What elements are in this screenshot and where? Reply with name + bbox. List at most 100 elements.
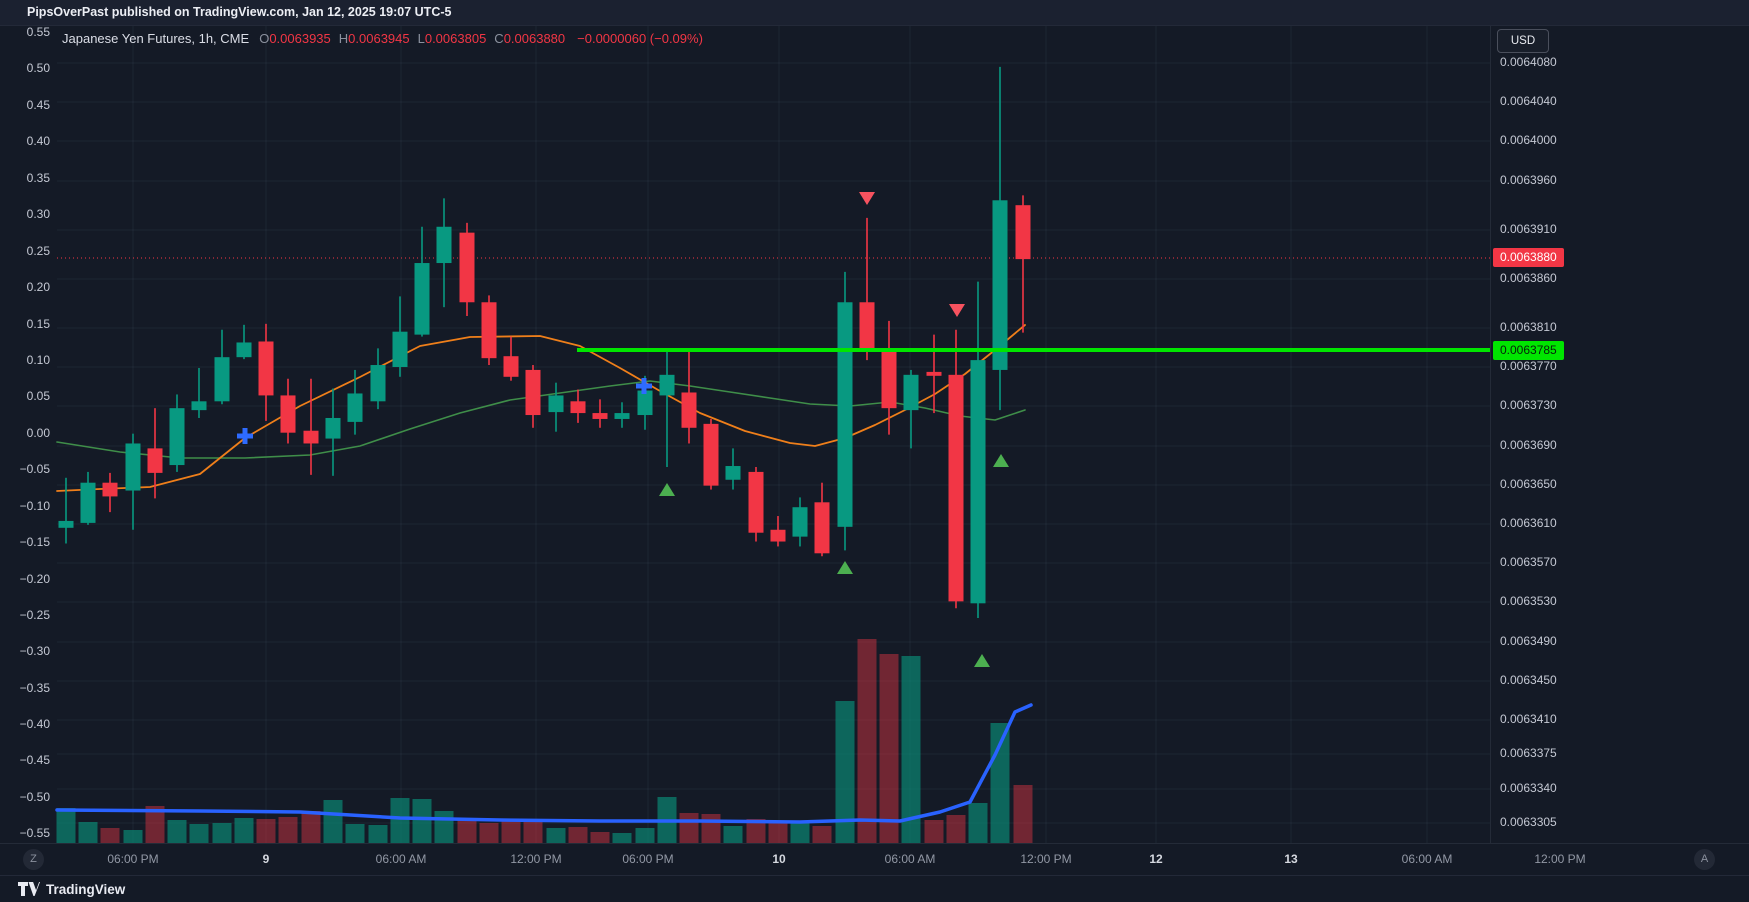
candle-body [792, 507, 808, 537]
price-axis[interactable]: USD 0.0064080 0.0064040 0.0064000 0.0063960… [1490, 0, 1749, 875]
currency-button[interactable]: USD [1497, 29, 1549, 53]
price-chart-canvas[interactable] [0, 0, 1490, 875]
close-label: C [494, 31, 504, 46]
price-axis-tick: 0.0063410 [1500, 712, 1557, 726]
tradingview-logo[interactable]: TradingView [18, 881, 125, 897]
volume-bar [768, 822, 788, 843]
candle-body [80, 482, 96, 523]
candle-body [659, 374, 675, 396]
candle-body [481, 302, 497, 359]
price-axis-tick: 0.0063960 [1500, 173, 1557, 187]
candle-body [592, 413, 608, 419]
left-axis-tick: 0.05 [26, 389, 50, 403]
price-axis-tick: 0.0063770 [1500, 359, 1557, 373]
volume-bar [412, 799, 432, 843]
volume-bar [635, 828, 655, 843]
candle-body [948, 374, 964, 602]
close-value: 0.0063880 [503, 31, 566, 46]
candle-body [169, 408, 185, 466]
price-axis-tick: 0.0063305 [1500, 815, 1557, 829]
price-axis-tick: 0.0063340 [1500, 781, 1557, 795]
buy-triangle-marker [837, 561, 853, 574]
volume-bar [323, 800, 343, 843]
auto-scale-button[interactable]: A [1694, 849, 1715, 870]
candle-body [370, 365, 386, 402]
volume-bar [835, 701, 855, 843]
time-axis-tick: 06:00 AM [884, 852, 936, 866]
price-axis-tick: 0.0063910 [1500, 222, 1557, 236]
candle-body [436, 226, 452, 264]
sell-triangle-marker [859, 192, 875, 205]
volume-bar [901, 656, 921, 843]
time-axis-tick: 06:00 PM [107, 852, 159, 866]
low-label: L [417, 31, 425, 46]
chart-area[interactable]: Japanese Yen Futures, 1h, CME O0.0063935 H… [0, 0, 1490, 875]
candle-body [459, 232, 475, 303]
price-axis-tick: 0.0063375 [1500, 746, 1557, 760]
candle-body [525, 369, 541, 416]
open-value: 0.0063935 [269, 31, 331, 46]
volume-ma-line [55, 703, 1033, 824]
candle-body [147, 448, 163, 473]
candle-body [414, 263, 430, 335]
symbol-title[interactable]: Japanese Yen Futures, 1h, CME [62, 31, 250, 46]
candle-body [970, 360, 986, 604]
time-axis-date-tick: 10 [772, 852, 786, 866]
buy-triangle-marker [659, 483, 675, 496]
open-label: O [259, 31, 270, 46]
volume-bar [746, 819, 766, 843]
tradingview-brand-text: TradingView [46, 881, 126, 897]
buy-triangle-marker [993, 454, 1009, 467]
left-axis-tick: 0.55 [26, 25, 50, 39]
candle-body [814, 502, 830, 554]
left-axis-tick: 0.25 [26, 244, 50, 258]
volume-bar [879, 654, 899, 843]
volume-bar [56, 808, 76, 843]
publisher-text: PipsOverPast published on TradingView.co… [27, 5, 452, 19]
left-axis-tick: −0.10 [19, 499, 50, 513]
left-axis-tick: −0.25 [19, 608, 50, 622]
volume-bar [857, 639, 877, 843]
timezone-button[interactable]: Z [23, 849, 44, 870]
candle-body [191, 401, 207, 411]
candle-body [58, 520, 74, 528]
candle-body [926, 371, 942, 376]
candle-body [214, 357, 230, 402]
candle-body [503, 356, 519, 377]
left-axis-tick: −0.55 [19, 826, 50, 840]
candle-body [770, 529, 786, 542]
change-value: −0.0000060 (−0.09%) [577, 31, 703, 46]
volume-bar [568, 827, 588, 843]
buy-cross-marker [237, 428, 253, 444]
buy-triangle-marker [974, 654, 990, 667]
left-axis-tick: −0.45 [19, 753, 50, 767]
candle-body [548, 395, 564, 413]
candle-body [748, 471, 764, 533]
price-axis-tick: 0.0063650 [1500, 477, 1557, 491]
volume-bar [123, 830, 143, 843]
volume-bar [523, 819, 543, 843]
candle-body [703, 423, 719, 486]
volume-bar [345, 824, 365, 843]
symbol-legend: Japanese Yen Futures, 1h, CME O0.0063935 H… [62, 31, 703, 46]
volume-bar [145, 806, 165, 843]
candle-body [347, 393, 363, 422]
left-axis-tick: −0.40 [19, 717, 50, 731]
volume-bar [812, 826, 832, 843]
volume-bar [78, 822, 98, 843]
candle-body [1015, 205, 1031, 260]
footer-bar: TradingView [0, 875, 1749, 902]
left-axis-tick: 0.00 [26, 426, 50, 440]
left-axis-tick: 0.30 [26, 207, 50, 221]
volume-bar [946, 815, 966, 843]
left-axis-tick: −0.35 [19, 681, 50, 695]
time-axis-tick: 06:00 AM [375, 852, 427, 866]
publisher-bar: PipsOverPast published on TradingView.co… [0, 0, 1749, 26]
price-axis-tick: 0.0064000 [1500, 133, 1557, 147]
left-axis-tick: 0.40 [26, 134, 50, 148]
left-axis-tick: 0.50 [26, 61, 50, 75]
left-axis-tick: 0.20 [26, 280, 50, 294]
time-axis[interactable]: Z 06:00 PM 9 06:00 AM 12:00 PM 06:00 PM 10 06:… [0, 843, 1749, 875]
volume-bar [546, 828, 566, 843]
